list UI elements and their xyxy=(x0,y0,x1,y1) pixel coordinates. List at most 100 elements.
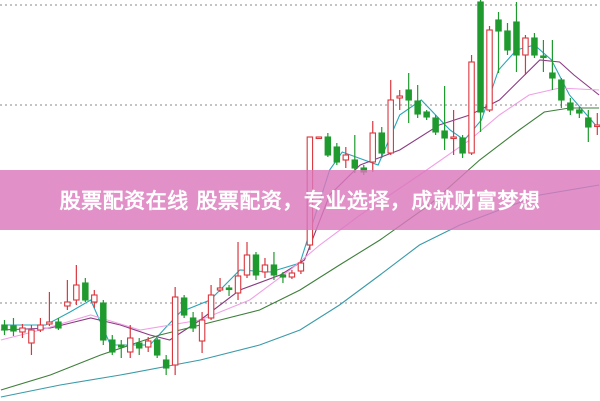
candle xyxy=(288,270,296,279)
candle-body xyxy=(37,324,44,331)
candle-body xyxy=(459,137,466,154)
candle xyxy=(585,110,592,142)
candle-body xyxy=(558,79,565,101)
candle-body xyxy=(585,117,592,128)
candle xyxy=(73,265,80,305)
candle-body xyxy=(100,302,107,341)
candle-body xyxy=(109,339,116,353)
candle-body xyxy=(450,136,457,140)
candle xyxy=(55,318,62,330)
candle xyxy=(297,260,305,274)
candle xyxy=(118,340,125,358)
candle-body xyxy=(441,130,448,139)
candle xyxy=(64,280,71,310)
candle-body xyxy=(396,95,403,99)
candle-body xyxy=(432,117,439,133)
candle xyxy=(594,113,600,135)
candle xyxy=(423,110,430,120)
candle-body xyxy=(576,109,583,114)
candle-body xyxy=(10,325,17,332)
candle-body xyxy=(118,344,125,348)
candle xyxy=(414,85,421,118)
candle xyxy=(279,272,287,283)
moving-average-line-3 xyxy=(0,87,600,341)
candle xyxy=(37,318,44,332)
candle xyxy=(459,135,466,158)
candle-body xyxy=(324,136,332,156)
candle-body xyxy=(531,37,538,56)
candle-body xyxy=(486,29,493,111)
candle-body xyxy=(540,55,547,59)
candle-body xyxy=(153,339,161,356)
candle-body xyxy=(549,72,556,79)
candle xyxy=(216,278,224,292)
candle xyxy=(180,295,188,318)
candle-body xyxy=(198,319,206,342)
candle xyxy=(243,242,251,278)
candle xyxy=(504,23,511,55)
candle xyxy=(531,33,538,58)
candle xyxy=(82,278,89,302)
candle xyxy=(171,287,179,375)
candle-body xyxy=(144,340,152,348)
candle xyxy=(126,325,134,358)
promo-banner: 股票配资在线 股票配资，专业选择，成就财富梦想 xyxy=(0,170,600,230)
candle-body xyxy=(189,317,197,329)
candle-body xyxy=(135,342,143,349)
candle xyxy=(333,143,341,165)
candle xyxy=(351,135,359,173)
candle xyxy=(153,338,161,358)
candle xyxy=(19,324,26,338)
candle xyxy=(477,0,484,132)
candle xyxy=(135,338,143,355)
candle-body xyxy=(288,272,296,278)
candle-body xyxy=(270,264,278,276)
candle xyxy=(198,312,206,353)
candle xyxy=(558,78,565,108)
candle xyxy=(486,26,493,112)
candle-body xyxy=(126,337,134,353)
candle xyxy=(342,147,350,168)
candle xyxy=(396,90,403,110)
candle xyxy=(10,318,17,336)
candle-body xyxy=(73,284,80,301)
candle xyxy=(369,121,377,172)
candle-body xyxy=(162,359,170,369)
candle-body xyxy=(504,30,511,51)
candle-body xyxy=(378,132,385,154)
candle-body xyxy=(405,89,412,101)
candle xyxy=(468,55,475,155)
candle-body xyxy=(234,275,242,294)
candle-body xyxy=(207,294,215,319)
candle-body xyxy=(522,37,529,56)
candle-body xyxy=(252,254,260,276)
candle xyxy=(207,285,215,320)
candle xyxy=(46,292,53,326)
candle xyxy=(405,73,412,123)
candle-body xyxy=(468,61,475,154)
candle-body xyxy=(342,154,350,161)
candle xyxy=(450,110,457,155)
moving-average-line-4 xyxy=(0,107,600,391)
candle xyxy=(270,252,278,280)
candle-body xyxy=(19,327,26,333)
candle xyxy=(576,107,583,118)
candle-body xyxy=(495,19,502,32)
candle-body xyxy=(594,124,600,128)
candle-body xyxy=(351,159,359,169)
candle xyxy=(441,86,448,150)
candle-body xyxy=(1,324,8,331)
candle xyxy=(91,290,98,308)
candle-body xyxy=(180,297,188,316)
candle xyxy=(1,320,8,335)
candle-body xyxy=(315,136,323,140)
candle-body xyxy=(261,264,269,273)
candle xyxy=(162,355,170,375)
candle xyxy=(549,40,556,90)
candle-body xyxy=(414,100,421,115)
candle xyxy=(567,98,574,115)
candle-body xyxy=(477,1,484,113)
candle xyxy=(387,80,394,155)
candle xyxy=(324,133,332,157)
